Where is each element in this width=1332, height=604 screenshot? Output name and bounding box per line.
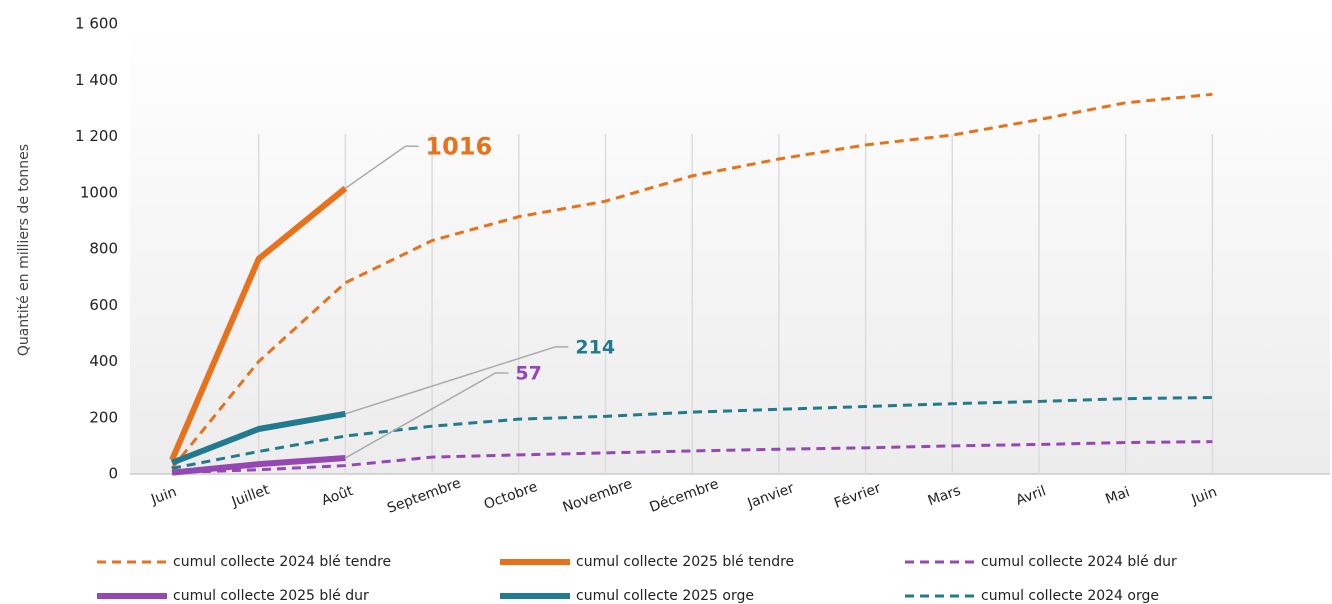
legend-label: cumul collecte 2024 orge	[981, 588, 1159, 604]
x-tick-label: Avril	[1014, 483, 1048, 508]
x-tick-label: Septembre	[385, 475, 463, 516]
series-line	[171, 454, 346, 476]
y-tick-label: 600	[89, 296, 118, 314]
legend-label: cumul collecte 2025 orge	[576, 588, 754, 604]
plot-area	[130, 24, 1330, 474]
legend-label: cumul collecte 2024 blé dur	[981, 554, 1177, 570]
leader-line	[345, 372, 509, 459]
series-line	[171, 440, 1213, 475]
leader-line	[344, 145, 419, 189]
leader-line	[345, 346, 569, 415]
series-line	[171, 396, 1213, 470]
x-tick-label: Juillet	[229, 482, 272, 511]
x-tick-label: Juin	[148, 484, 179, 508]
x-tick-label: Décembre	[647, 476, 720, 516]
series-line	[170, 92, 1213, 470]
series-line	[169, 185, 348, 462]
data-label: 1016	[425, 132, 492, 160]
y-tick-label: 0	[108, 465, 118, 483]
x-tick-label: Février	[832, 480, 883, 512]
x-tick-label: Juin	[1189, 484, 1220, 508]
y-tick-label: 200	[89, 408, 118, 426]
series-line	[170, 410, 346, 466]
y-tick-label: 1000	[80, 183, 118, 201]
y-tick-label: 800	[89, 240, 118, 258]
y-tick-label: 400	[89, 352, 118, 370]
x-tick-label: Octobre	[482, 479, 540, 513]
x-tick-label: Août	[320, 483, 356, 509]
y-axis-label: Quantité en milliers de tonnes	[16, 144, 32, 356]
y-tick-label: 1 200	[75, 127, 118, 145]
data-label: 214	[575, 336, 615, 358]
data-label: 57	[515, 362, 541, 384]
x-tick-label: Janvier	[745, 480, 797, 512]
x-tick-label: Mai	[1103, 484, 1132, 507]
y-tick-label: 1 600	[75, 15, 118, 33]
legend-label: cumul collecte 2025 blé dur	[173, 588, 369, 604]
legend-label: cumul collecte 2024 blé tendre	[173, 554, 391, 570]
legend-label: cumul collecte 2025 blé tendre	[576, 554, 794, 570]
y-tick-label: 1 400	[75, 71, 118, 89]
x-tick-label: Mars	[926, 483, 963, 510]
x-tick-label: Novembre	[561, 476, 635, 516]
